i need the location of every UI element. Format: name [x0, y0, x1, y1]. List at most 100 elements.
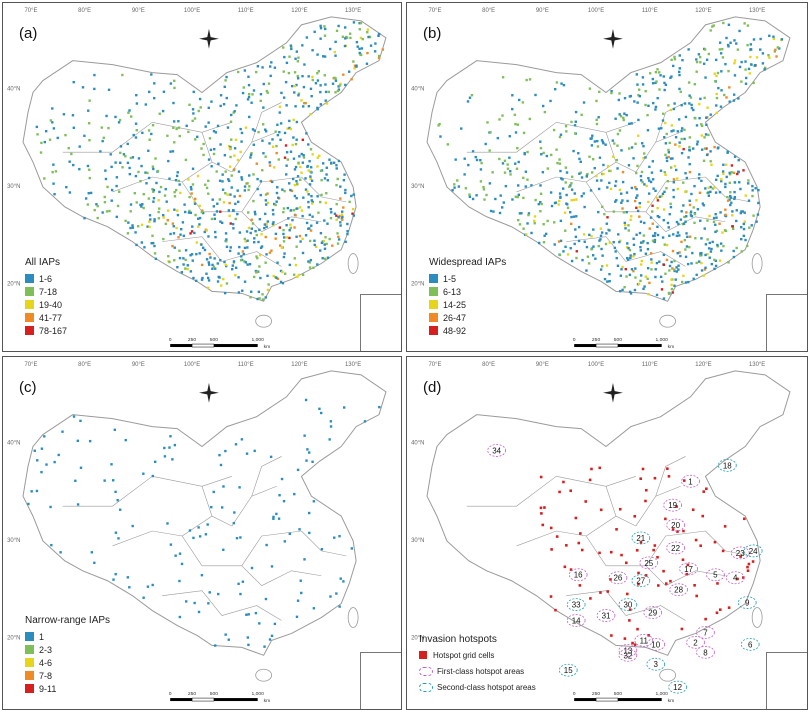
grid-cell — [744, 82, 748, 85]
legend-row: 4-6 — [25, 656, 110, 669]
grid-cell — [222, 201, 226, 204]
grid-cell — [173, 190, 176, 194]
grid-cell — [705, 58, 709, 61]
grid-cell — [683, 128, 686, 132]
grid-cell — [520, 212, 523, 215]
grid-cell — [638, 201, 642, 205]
grid-cell — [223, 85, 226, 89]
grid-cell — [276, 277, 280, 281]
grid-cell — [173, 443, 177, 447]
grid-cell — [162, 213, 165, 217]
grid-cell — [104, 169, 107, 172]
grid-cell — [270, 249, 273, 252]
grid-cell — [329, 216, 333, 220]
grid-cell — [292, 157, 296, 160]
grid-cell — [294, 263, 298, 267]
grid-cell — [342, 206, 345, 209]
grid-cell — [692, 147, 695, 150]
grid-cell — [358, 28, 361, 31]
longitude-label: 70°E — [428, 362, 441, 368]
grid-cell — [716, 245, 719, 248]
grid-cell — [666, 221, 670, 225]
scale-unit: km — [264, 698, 271, 704]
grid-cell — [709, 190, 712, 194]
hotspot-area-number: 28 — [674, 586, 683, 595]
grid-cell — [147, 176, 151, 180]
grid-cell — [219, 463, 223, 467]
legend-label: 14-25 — [443, 299, 467, 310]
grid-cell — [719, 52, 723, 55]
grid-cell — [65, 185, 68, 189]
grid-cell — [191, 225, 194, 228]
grid-cell — [670, 130, 673, 133]
grid-cell — [289, 188, 292, 192]
grid-cell — [266, 192, 269, 195]
grid-cell — [178, 249, 181, 252]
hotspot-area-number: 4 — [733, 574, 738, 583]
grid-cell — [593, 166, 596, 170]
grid-cell — [695, 143, 699, 146]
hotspot-area-number: 17 — [684, 565, 693, 574]
hotspot-grid-cell — [695, 594, 698, 598]
grid-cell — [193, 117, 197, 120]
grid-cell — [586, 255, 590, 258]
grid-cell — [318, 407, 321, 410]
grid-cell — [293, 84, 297, 88]
grid-cell — [254, 229, 257, 233]
grid-cell — [295, 245, 298, 248]
grid-cell — [482, 188, 486, 191]
grid-cell — [619, 239, 622, 242]
swatch — [25, 326, 34, 335]
grid-cell — [86, 203, 90, 206]
grid-cell — [151, 124, 155, 127]
grid-cell — [295, 196, 298, 200]
grid-cell — [558, 135, 562, 139]
latitude-label: 20°N — [7, 281, 20, 287]
grid-cell — [605, 222, 608, 225]
grid-cell — [278, 494, 281, 497]
grid-cell — [488, 149, 491, 152]
hotspot-area — [679, 562, 698, 576]
grid-cell — [707, 52, 711, 56]
grid-cell — [319, 90, 322, 94]
grid-cell — [682, 204, 685, 207]
grid-cell — [323, 247, 327, 250]
hotspot-area-number: 34 — [492, 446, 501, 455]
grid-cell — [205, 186, 209, 190]
grid-cell — [173, 195, 177, 198]
grid-cell — [117, 121, 121, 124]
grid-cell — [314, 245, 318, 248]
grid-cell — [274, 232, 278, 236]
grid-cell — [668, 234, 671, 237]
grid-cell — [575, 198, 578, 201]
grid-cell — [667, 148, 670, 152]
grid-cell — [693, 83, 696, 86]
grid-cell — [662, 218, 665, 222]
grid-cell — [669, 76, 672, 80]
legend-label: 4-6 — [39, 657, 53, 668]
grid-cell — [164, 222, 168, 226]
grid-cell — [148, 138, 151, 141]
grid-cell — [335, 214, 338, 217]
grid-cell — [284, 144, 288, 147]
grid-cell — [550, 153, 553, 157]
grid-cell — [249, 231, 252, 235]
province-boundary — [516, 530, 607, 566]
grid-cell — [628, 256, 632, 260]
grid-cell — [755, 220, 758, 223]
grid-cell — [198, 204, 201, 208]
grid-cell — [165, 200, 168, 203]
grid-cell — [475, 158, 479, 162]
grid-cell — [175, 226, 178, 230]
grid-cell — [635, 233, 638, 236]
grid-cell — [169, 150, 172, 153]
latitude-label: 30°N — [7, 538, 20, 544]
grid-cell — [619, 289, 622, 293]
grid-cell — [110, 165, 113, 169]
grid-cell — [240, 438, 244, 441]
grid-cell — [269, 74, 272, 78]
grid-cell — [296, 60, 300, 63]
grid-cell — [171, 222, 175, 225]
grid-cell — [621, 180, 625, 184]
grid-cell — [50, 543, 53, 547]
